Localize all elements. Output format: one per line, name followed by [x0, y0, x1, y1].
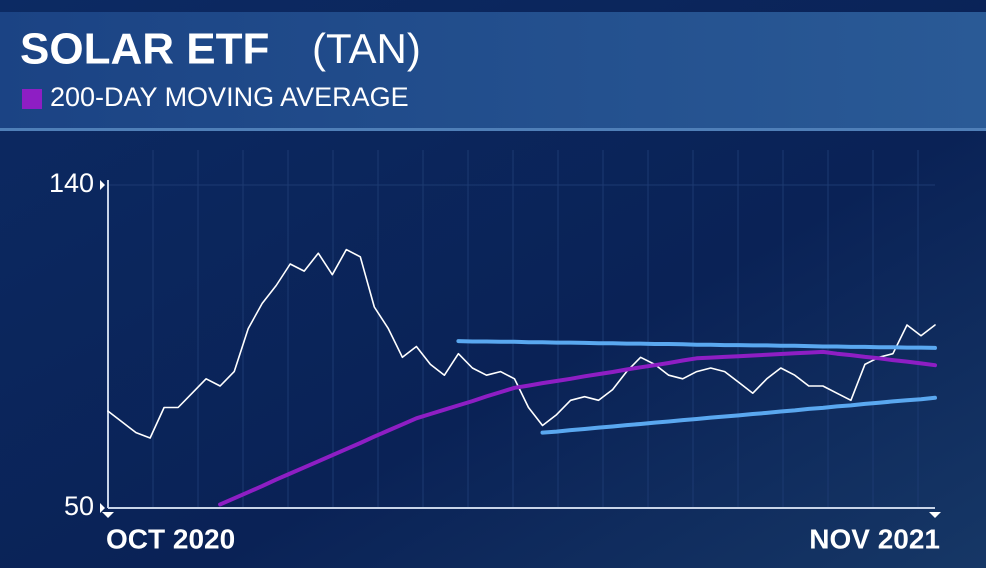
header-panel	[0, 12, 986, 128]
legend-label: 200-DAY MOVING AVERAGE	[50, 82, 409, 112]
trend-line	[540, 395, 937, 435]
x-tick-label: NOV 2021	[809, 523, 940, 554]
price-line	[107, 248, 936, 439]
ticker: (TAN)	[312, 25, 421, 72]
y-tick-label: 140	[49, 168, 94, 198]
trend-line	[456, 339, 937, 350]
x-tick	[929, 512, 941, 518]
legend-swatch	[22, 89, 42, 109]
chart-title: SOLAR ETF	[20, 25, 269, 74]
y-tick	[100, 180, 105, 190]
x-tick-label: OCT 2020	[106, 523, 235, 554]
y-tick-label: 50	[64, 491, 94, 521]
y-tick	[100, 503, 105, 513]
x-tick	[102, 512, 114, 518]
header-rule	[0, 128, 986, 131]
moving-average-line	[218, 349, 937, 507]
